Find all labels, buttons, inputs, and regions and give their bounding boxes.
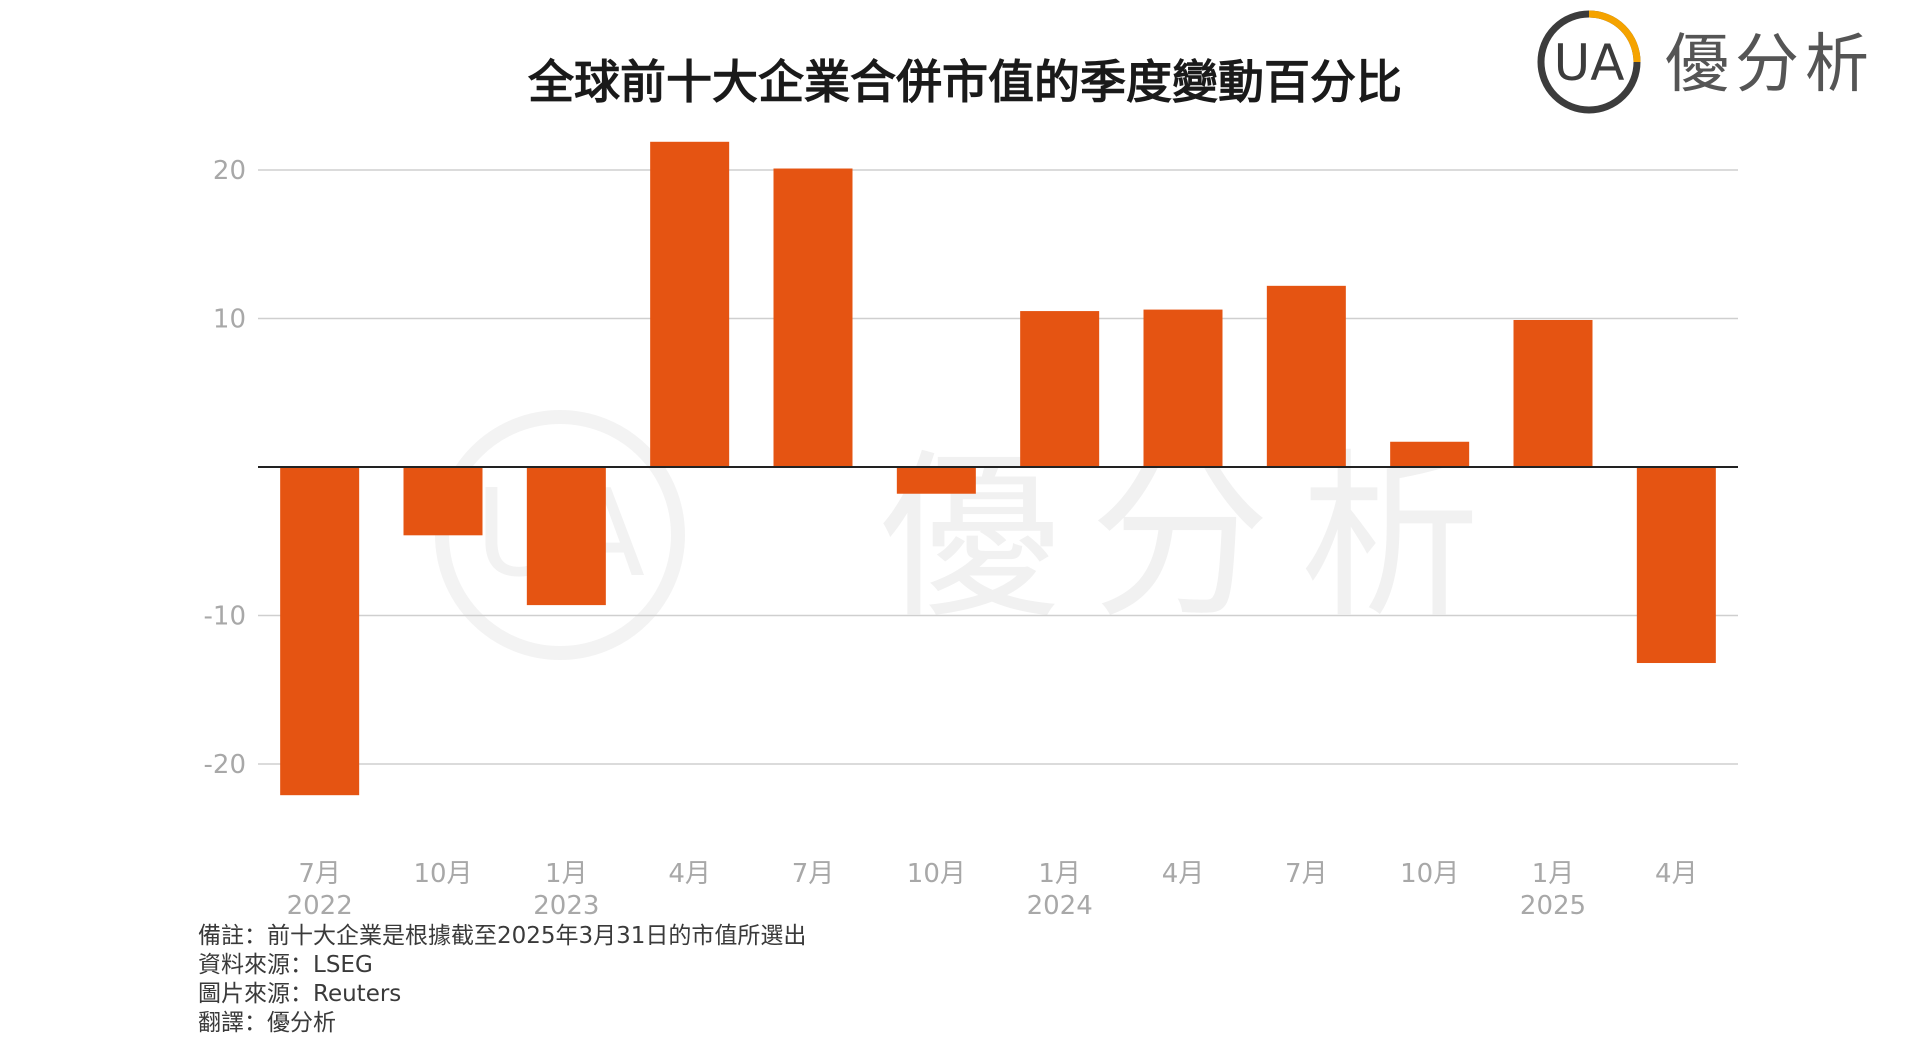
x-tick-year: 2023 [533, 891, 599, 921]
bar-2024-10 [1390, 441, 1470, 467]
bar-2024-07 [1266, 285, 1346, 467]
note-data-source: 資料來源：LSEG [198, 952, 373, 978]
y-axis-ticks: 20 10 -10 -20 [204, 156, 246, 780]
y-tick-label: 20 [213, 156, 246, 186]
bar-2023-07 [773, 168, 853, 467]
x-tick-month: 10月 [413, 859, 472, 889]
x-tick-year: 2022 [287, 891, 353, 921]
brand-name: 優分析 [1665, 28, 1875, 102]
x-tick-month: 7月 [298, 859, 341, 889]
watermark-brand-name: 優分析 [880, 434, 1510, 643]
bar-2023-01 [526, 467, 606, 606]
y-tick-label: -20 [204, 750, 246, 780]
x-tick-month: 7月 [1285, 859, 1328, 889]
chart-title: 全球前十大企業合併市值的季度變動百分比 [527, 55, 1402, 109]
logo-ring-accent [1588, 10, 1641, 63]
bar-2022-10 [403, 467, 483, 536]
bar-2023-10 [896, 467, 976, 494]
x-tick-month: 1月 [1038, 859, 1081, 889]
x-tick-month: 4月 [668, 859, 711, 889]
grid-lines [258, 169, 1738, 765]
bar-2022-07 [280, 467, 360, 796]
brand-logo: UA 優分析 [1537, 10, 1875, 114]
bar-2023-04 [650, 141, 730, 467]
bar-2024-04 [1143, 309, 1223, 467]
logo-letters: UA [1554, 34, 1625, 92]
note-image-source: 圖片來源：Reuters [198, 981, 402, 1007]
x-tick-month: 10月 [1400, 859, 1459, 889]
x-tick-month: 10月 [907, 859, 966, 889]
footnotes: 備註：前十大企業是根據截至2025年3月31日的市值所選出 資料來源：LSEG … [198, 922, 806, 1038]
x-tick-month: 4月 [1162, 859, 1205, 889]
note-remark: 備註：前十大企業是根據截至2025年3月31日的市值所選出 [198, 923, 807, 949]
note-translation: 翻譯：優分析 [198, 1010, 336, 1036]
x-tick-year: 2024 [1027, 891, 1093, 921]
x-tick-month: 7月 [792, 859, 835, 889]
x-tick-month: 1月 [545, 859, 588, 889]
y-tick-label: -10 [204, 602, 246, 632]
x-tick-month: 4月 [1655, 859, 1698, 889]
bar-2025-04 [1636, 467, 1716, 664]
bar-2024-01 [1020, 311, 1100, 467]
bar-2025-01 [1513, 319, 1593, 467]
watermark: UA 優分析 [435, 410, 1510, 660]
x-tick-year: 2025 [1520, 891, 1586, 921]
x-tick-month: 1月 [1532, 859, 1575, 889]
bars [280, 141, 1716, 796]
y-tick-label: 10 [213, 305, 246, 335]
